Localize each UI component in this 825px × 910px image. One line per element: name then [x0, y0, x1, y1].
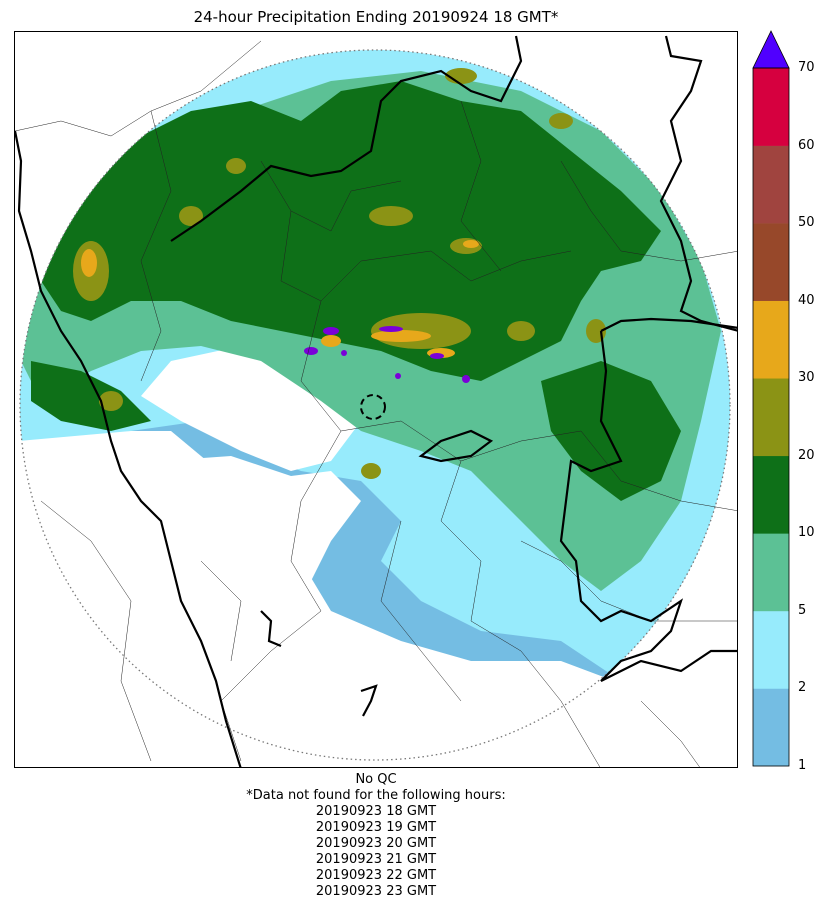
precip-green [41, 81, 661, 381]
colorbar-bins [753, 68, 789, 767]
colorbar-tick-label: 20 [798, 447, 815, 463]
radar-map [14, 31, 738, 768]
radar-range-ring [19, 49, 731, 761]
missing-hour: 20190923 21 GMT [315, 852, 437, 867]
colorbar-bin [753, 455, 789, 534]
colorbar-tick-label: 1 [798, 758, 807, 773]
footer-notes: No QC *Data not found for the following … [0, 772, 752, 900]
missing-data-note: *Data not found for the following hours: [246, 788, 506, 803]
colorbar-tick-label: 5 [798, 602, 807, 618]
colorbar-tick-label: 2 [798, 680, 807, 696]
colorbar-bin [753, 68, 789, 146]
colorbar-tick-label: 70 [798, 60, 815, 75]
map-title: 24-hour Precipitation Ending 20190924 18… [193, 8, 559, 26]
missing-hour: 20190923 23 GMT [315, 884, 437, 899]
precip-purple-patches [304, 326, 470, 383]
colorbar-bin [753, 688, 789, 767]
missing-hour: 20190923 20 GMT [315, 836, 437, 851]
precip-green-2 [541, 361, 681, 501]
colorbar-bin [753, 300, 789, 379]
colorbar-tick-label: 10 [798, 525, 815, 541]
state-boundaries [15, 35, 737, 767]
colorbar-bin [753, 533, 789, 612]
colorbar-extend-arrow [752, 30, 790, 69]
colorbar-bin [753, 378, 789, 457]
colorbar-tick-label: 60 [798, 137, 815, 153]
missing-hour: 20190923 19 GMT [315, 820, 437, 835]
qc-status: No QC [355, 772, 397, 787]
colorbar-bin [753, 223, 789, 301]
precip-green-3 [31, 361, 151, 431]
colorbar-tick-label: 40 [798, 292, 815, 308]
district-boundaries [15, 40, 737, 767]
colorbar-bin [753, 145, 789, 224]
colorbar-bin [753, 610, 789, 689]
precip-orange-patches [81, 240, 479, 358]
colorbar-tick-label: 30 [798, 370, 815, 386]
colorbar [752, 30, 790, 767]
colorbar-tick-label: 50 [798, 215, 815, 231]
radar-site-marker [360, 394, 386, 420]
missing-hour: 20190923 18 GMT [315, 804, 437, 819]
colorbar-outline [752, 67, 790, 767]
dry-area-3 [301, 651, 521, 760]
missing-hour: 20190923 22 GMT [315, 868, 437, 883]
